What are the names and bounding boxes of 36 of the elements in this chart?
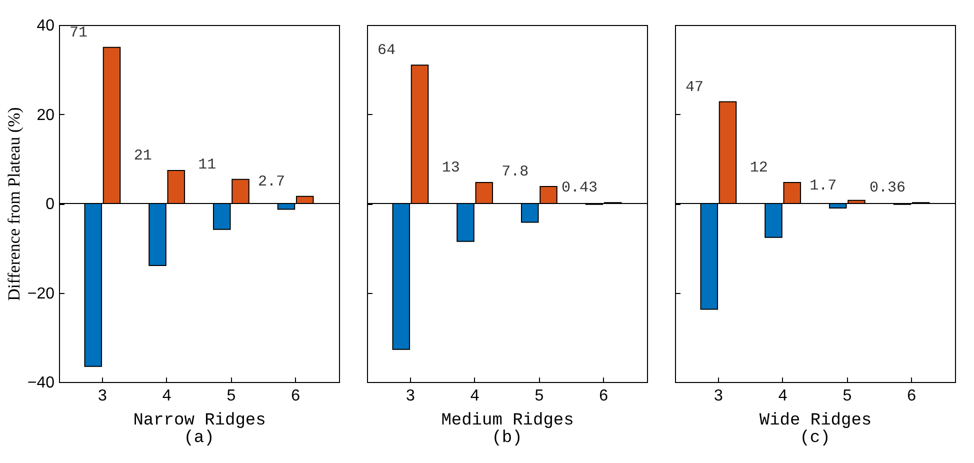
y-tick-label: 40 [36,18,55,34]
x-tick-label: 5 [226,388,236,404]
x-axis-title: Medium Ridges [441,412,574,430]
annotation: 21 [134,147,152,164]
x-tick-label: 4 [162,388,172,404]
x-axis-title: Wide Ridges [759,412,872,430]
x-axis-title: Narrow Ridges [133,412,266,430]
annotation: 7.8 [502,164,529,181]
text: (a) [184,429,214,448]
annotation: 11 [198,156,216,174]
x-tick-label: 3 [714,388,723,404]
y-tick-label: 20 [36,106,55,124]
annotation: 64 [377,42,396,60]
annotation: 12 [750,160,768,177]
x-tick-label: 4 [778,388,788,404]
text: (b) [492,429,522,448]
y-tick-label: 0 [46,196,55,213]
x-tick-label: 6 [599,388,608,404]
annotation: 2.7 [258,173,286,190]
x-tick-label: 5 [842,388,852,404]
x-tick-label: 3 [98,388,107,404]
x-tick-label: 5 [534,388,544,404]
annotation: 71 [69,24,88,42]
x-tick-label: 3 [406,388,415,404]
x-tick-label: 6 [907,388,916,404]
x-tick-label: 4 [470,388,480,404]
text: (c) [800,429,830,448]
annotation: 0.36 [870,180,906,197]
annotation: 1.7 [810,177,837,194]
y-tick-label: −40 [27,374,55,392]
y-tick-label: −20 [27,285,55,302]
x-tick-label: 6 [291,388,300,404]
y-axis-title: Difference from Plateau (%) [4,107,24,301]
annotation: 0.43 [562,180,598,197]
annotation: 13 [442,160,460,177]
annotation: 47 [685,78,704,96]
